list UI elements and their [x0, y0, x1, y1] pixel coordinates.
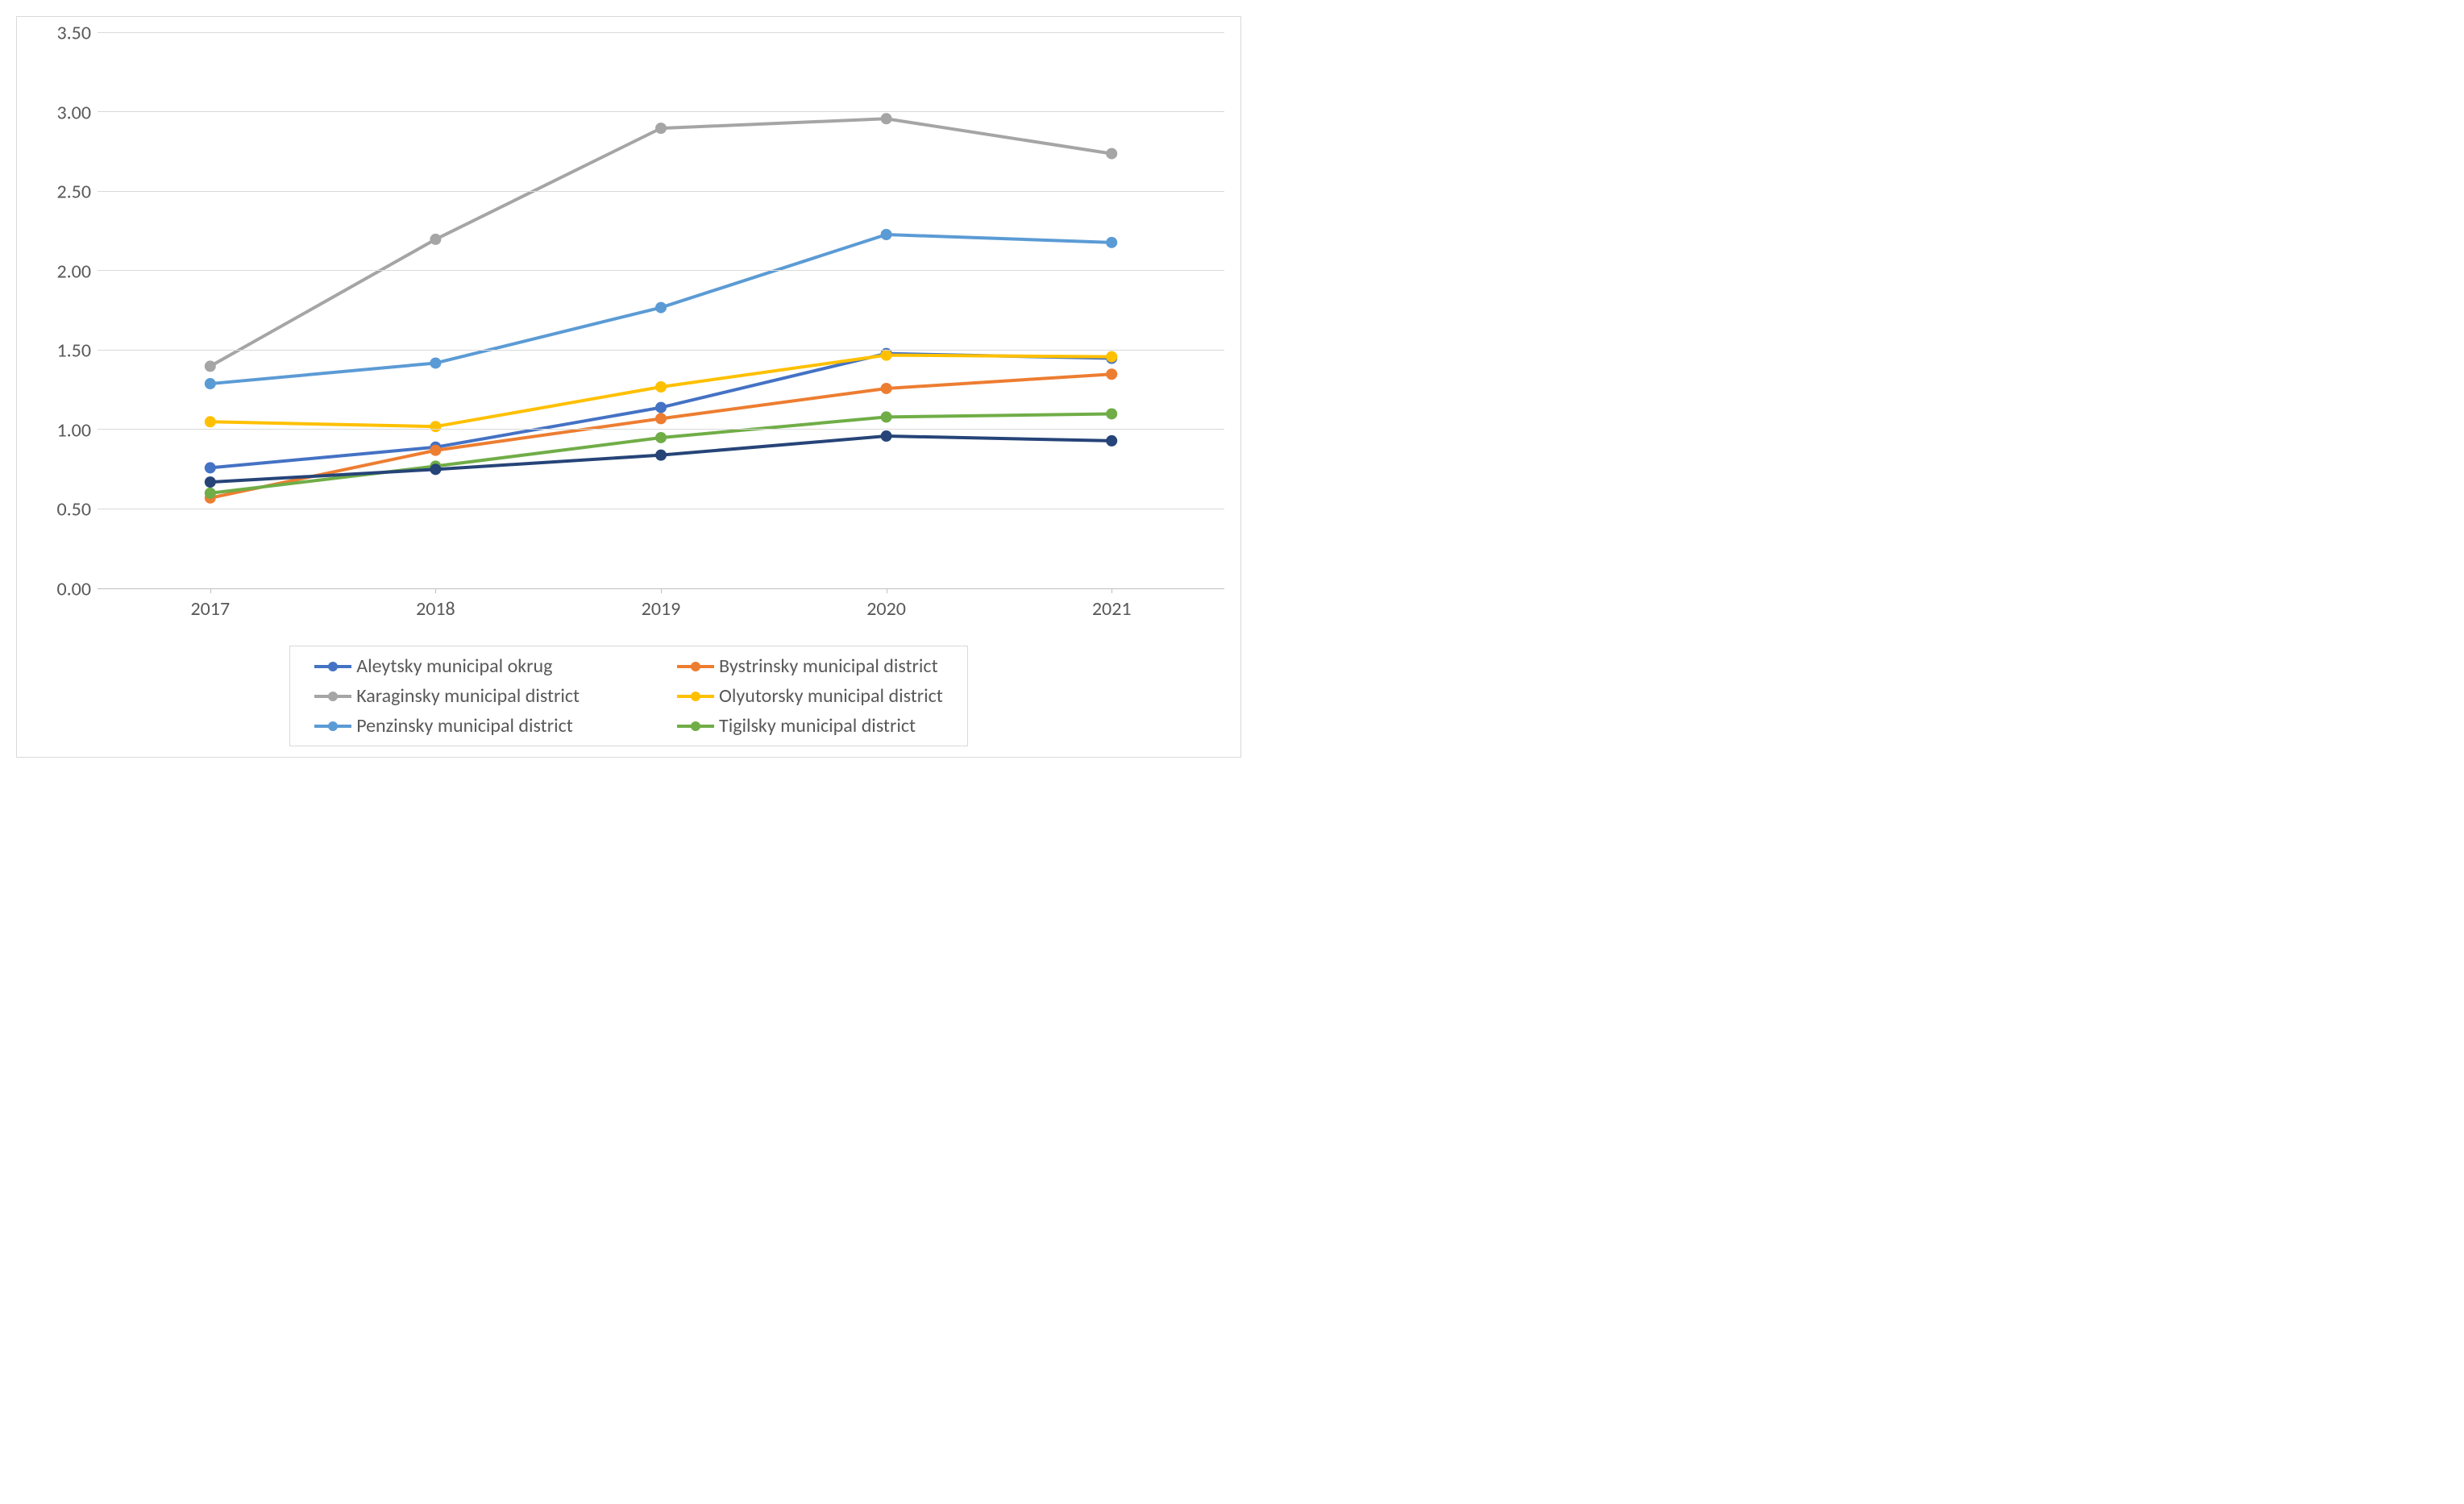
series-line — [210, 118, 1112, 366]
series-marker — [881, 113, 892, 124]
legend-swatch — [677, 718, 714, 734]
legend-item: Tigilsky municipal district — [677, 714, 943, 737]
y-tick-label: 0.00 — [56, 578, 91, 601]
series-marker — [205, 360, 216, 372]
gridline — [98, 270, 1224, 271]
series-marker — [430, 357, 441, 368]
y-tick-label: 1.00 — [56, 418, 91, 442]
series-marker — [881, 229, 892, 240]
legend-label: Penzinsky municipal district — [356, 714, 573, 737]
series-marker — [1106, 408, 1117, 419]
y-tick-label: 0.50 — [56, 498, 91, 521]
x-tick-label: 2017 — [190, 597, 230, 621]
y-tick-label: 3.00 — [56, 101, 91, 124]
y-tick-label: 1.50 — [56, 339, 91, 363]
gridline — [98, 32, 1224, 33]
gridline — [98, 191, 1224, 192]
series-marker — [1106, 237, 1117, 248]
series-marker — [205, 378, 216, 389]
gridline — [98, 429, 1224, 430]
y-tick-label: 2.00 — [56, 260, 91, 283]
series-marker — [1106, 435, 1117, 447]
legend-swatch — [314, 688, 351, 704]
y-axis: 0.000.501.001.502.002.503.003.50 — [33, 33, 98, 589]
series-marker — [655, 381, 667, 393]
plot-wrap: 0.000.501.001.502.002.503.003.50 — [33, 33, 1224, 589]
legend: Aleytsky municipal okrug Bystrinsky munic… — [289, 646, 968, 746]
x-tick-label: 2021 — [1092, 597, 1132, 621]
legend-item: Olyutorsky municipal district — [677, 684, 943, 708]
legend-swatch — [677, 688, 714, 704]
series-marker — [205, 416, 216, 427]
series-marker — [655, 432, 667, 443]
legend-swatch — [314, 718, 351, 734]
series-marker — [430, 421, 441, 432]
series-marker — [881, 350, 892, 361]
x-tick-label: 2020 — [866, 597, 906, 621]
gridline — [98, 350, 1224, 351]
legend-swatch — [314, 659, 351, 675]
plot-area — [98, 33, 1224, 589]
legend-swatch — [677, 659, 714, 675]
legend-label: Bystrinsky municipal district — [719, 654, 938, 678]
legend-item: Karaginsky municipal district — [314, 684, 580, 708]
series-marker — [205, 462, 216, 473]
series-marker — [430, 445, 441, 456]
x-tick-label: 2018 — [416, 597, 455, 621]
legend-label: Tigilsky municipal district — [719, 714, 916, 737]
chart-lines-svg — [98, 33, 1224, 588]
legend-label: Olyutorsky municipal district — [719, 684, 943, 708]
series-marker — [655, 413, 667, 424]
series-marker — [205, 476, 216, 488]
series-marker — [655, 402, 667, 413]
series-marker — [1106, 368, 1117, 380]
series-marker — [881, 383, 892, 394]
series-marker — [881, 430, 892, 442]
legend-item: Bystrinsky municipal district — [677, 654, 943, 678]
series-marker — [430, 463, 441, 475]
legend-item: Aleytsky municipal okrug — [314, 654, 580, 678]
series-marker — [881, 411, 892, 422]
y-tick-label: 2.50 — [56, 181, 91, 204]
series-marker — [430, 234, 441, 245]
gridline — [98, 111, 1224, 112]
y-tick-label: 3.50 — [56, 22, 91, 45]
series-marker — [655, 123, 667, 134]
legend-label: Aleytsky municipal okrug — [356, 654, 552, 678]
series-marker — [1106, 351, 1117, 363]
series-marker — [655, 302, 667, 314]
legend-label: Karaginsky municipal district — [356, 684, 580, 708]
series-marker — [205, 488, 216, 499]
x-axis: 2017 2018 2019 2020 2021 — [98, 589, 1224, 629]
series-marker — [1106, 148, 1117, 160]
series-marker — [655, 450, 667, 461]
x-tick-label: 2019 — [642, 597, 681, 621]
line-chart: 0.000.501.001.502.002.503.003.50 2017201… — [16, 16, 1241, 758]
legend-item: Penzinsky municipal district — [314, 714, 580, 737]
